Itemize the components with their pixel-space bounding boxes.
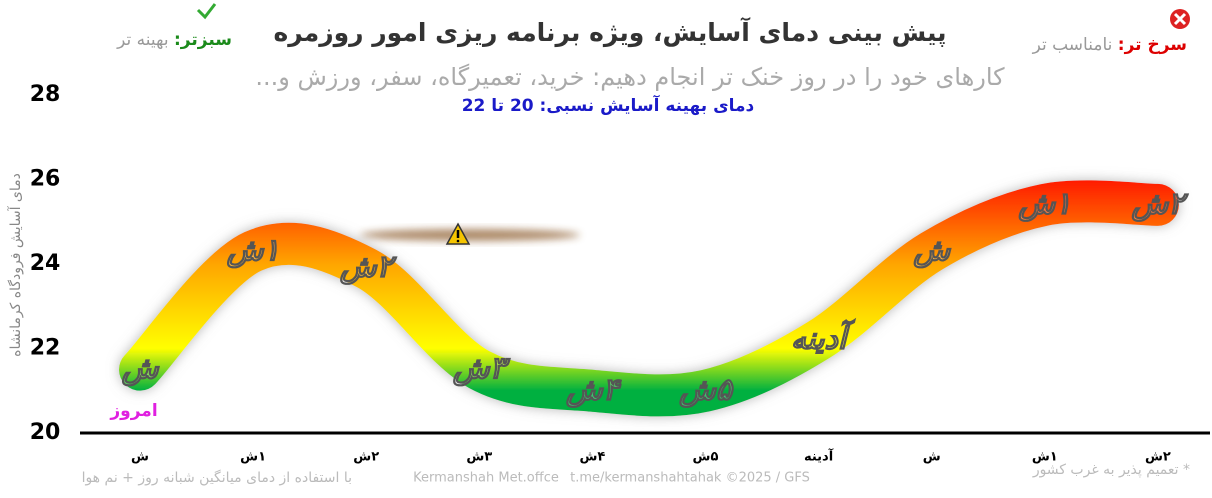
- band-day-label: ش: [121, 351, 160, 386]
- x-tick-label: ش: [131, 450, 149, 465]
- band-day-label: ۴ش: [565, 372, 622, 407]
- x-tick-label: ش: [923, 450, 941, 465]
- footer-office: Kermanshah Met.offce: [413, 471, 559, 486]
- x-tick-label: ۵ش: [693, 450, 719, 465]
- legend-worse-label: سرخ تر:: [1118, 35, 1187, 55]
- legend-worse-text: نامناسب تر: [1032, 35, 1113, 55]
- legend-better-text: بهینه تر: [116, 30, 168, 50]
- x-tick-label: ۲ش: [1145, 450, 1171, 465]
- band-day-label: ۳ش: [452, 351, 511, 386]
- footer-source: t.me/kermanshahtahak ©2025 / GFS: [570, 471, 810, 486]
- y-axis-label: دمای آسایش فرودگاه کرمانشاه: [7, 173, 24, 357]
- x-tick-label: ۱ش: [1032, 450, 1058, 465]
- x-tick-label: ۳ش: [466, 450, 492, 465]
- subtitle: کارهای خود را در روز خنک تر انجام دهیم: …: [255, 63, 1005, 91]
- comfort-note: دمای بهینه آسایش نسبی: 20 تا 22: [462, 94, 755, 116]
- y-tick-label: 26: [30, 167, 61, 192]
- check-icon: [196, 3, 217, 20]
- warning-haze: [360, 229, 580, 241]
- band-day-label: ۵ش: [678, 372, 734, 407]
- legend-better: سبزتر: بهینه تر: [116, 30, 232, 50]
- footer-method: با استفاده از دمای میانگین شبانه روز + ن…: [82, 469, 352, 486]
- temperature-band: [119, 180, 1179, 417]
- y-tick-label: 24: [30, 251, 61, 276]
- x-tick-label: ۴ش: [579, 450, 605, 465]
- band-day-label: ۱ش: [226, 233, 280, 268]
- y-tick-label: 20: [30, 420, 61, 445]
- band-day-label: ۱ش: [1017, 186, 1071, 221]
- x-tick-label: آدینه: [804, 448, 834, 465]
- y-tick-label: 28: [30, 82, 61, 107]
- footer-note: * تعمیم پذیر به غرب کشور: [1032, 462, 1190, 478]
- band-day-label: ش: [912, 233, 951, 268]
- chart-title: پیش بینی دمای آسایش، ویژه برنامه ریزی ام…: [273, 17, 946, 48]
- today-label: امروز: [109, 401, 157, 421]
- legend-better-label: سبزتر:: [174, 30, 232, 50]
- legend-worse: سرخ تر: نامناسب تر: [1032, 35, 1187, 55]
- x-icon: [1170, 9, 1190, 29]
- x-tick-label: ۲ش: [353, 450, 379, 465]
- y-tick-label: 22: [30, 336, 61, 361]
- band-day-label: آدینه: [791, 319, 856, 357]
- band-day-label: ۲ش: [1131, 186, 1190, 221]
- x-tick-label: ۱ش: [240, 450, 266, 465]
- warning-icon: [445, 222, 471, 245]
- band-day-label: ۲ش: [339, 250, 398, 285]
